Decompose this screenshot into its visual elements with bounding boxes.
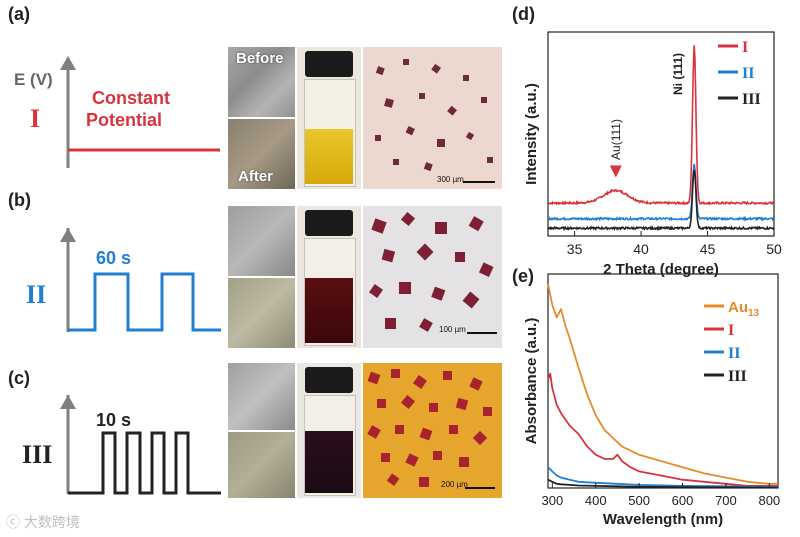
uv-series-I — [547, 372, 778, 487]
xtick-label-d-45: 45 — [700, 241, 716, 257]
micrograph-c: 200 µm — [363, 363, 502, 498]
uv-series-II — [547, 466, 778, 488]
micrograph-a-particles — [375, 59, 493, 172]
ylabel-e: Absorbance (a.u.) — [523, 318, 540, 445]
panel-label-a: (a) — [8, 4, 30, 24]
roman-II: II — [26, 280, 47, 309]
xtick-label-d-40: 40 — [633, 241, 649, 257]
panel-label-d: (d) — [512, 4, 535, 24]
annotation-ni111: Ni (111) — [671, 53, 685, 95]
vial-cap-c — [305, 367, 353, 393]
label-10s: 10 s — [96, 410, 132, 430]
xtick-label-d-50: 50 — [766, 241, 782, 257]
label-before: Before — [236, 50, 284, 67]
micrograph-b: 100 µm — [363, 206, 502, 348]
vial-cap-a — [305, 51, 353, 77]
watermark-logo-icon: ⓒ — [6, 514, 20, 530]
xrd-series-II — [547, 163, 775, 222]
scalebar-a — [463, 181, 495, 183]
xrd-series-III — [547, 170, 775, 232]
plot-frame-e — [547, 273, 779, 489]
label-potential: Potential — [86, 110, 163, 130]
arrowhead-b — [60, 228, 76, 242]
axis-label-e: E (V) — [14, 70, 53, 89]
micrograph-b-particles — [369, 211, 494, 332]
xtick-label-e-700: 700 — [715, 493, 737, 508]
panel-label-b: (b) — [8, 190, 31, 210]
micrograph-c-particles — [367, 369, 492, 487]
legend-text-d-I: I — [742, 39, 748, 56]
au-peak-marker — [609, 165, 622, 178]
arrowhead-c — [60, 395, 76, 409]
scale-text-a: 300 µm — [437, 175, 464, 184]
chart-xrd: 35 40 45 502 Theta (degree)Intensity (a.u.)… — [523, 31, 782, 278]
legend-text-d-III: III — [742, 91, 761, 108]
waveform-schematics — [60, 56, 221, 495]
watermark: ⓒ 大数跨境 — [6, 512, 80, 532]
panel-label-c: (c) — [8, 368, 30, 388]
legend-text-e-I: I — [728, 322, 734, 339]
annotation-au111: Au(111) — [609, 119, 623, 160]
photo-foil-before-c — [228, 363, 295, 430]
vial-a — [297, 47, 361, 189]
vial-b — [297, 206, 361, 348]
ylabel-d: Intensity (a.u.) — [523, 83, 540, 185]
xtick-label-d-35: 35 — [567, 241, 583, 257]
legend-text-d-II: II — [742, 65, 754, 82]
xtick-label-e-300: 300 — [541, 493, 563, 508]
scalebar-b — [467, 332, 497, 334]
watermark-text: 大数跨境 — [23, 514, 80, 530]
xrd-series-I — [547, 45, 775, 206]
vial-cap-b — [305, 210, 353, 236]
trace-pulse-10s — [68, 431, 221, 495]
photo-foil-after-a — [228, 119, 295, 189]
xtick-label-e-600: 600 — [672, 493, 694, 508]
photo-foil-before-b — [228, 206, 295, 276]
label-60s: 60 s — [96, 248, 132, 268]
vial-liquid-a — [305, 129, 353, 184]
xtick-label-e-500: 500 — [628, 493, 650, 508]
label-after: After — [238, 168, 274, 185]
vial-c — [297, 363, 361, 498]
scale-text-b: 100 µm — [439, 325, 466, 334]
legend-text-e-III: III — [728, 368, 747, 385]
plot-frame-d — [547, 31, 775, 237]
vial-liquid-b — [305, 278, 353, 343]
scalebar-c — [465, 487, 495, 489]
scale-text-c: 200 µm — [441, 480, 468, 489]
micrograph-a: 300 µm — [363, 47, 502, 189]
xtick-label-e-400: 400 — [585, 493, 607, 508]
xlabel-e: Wavelength (nm) — [603, 511, 723, 528]
panel-label-e: (e) — [512, 266, 534, 286]
photo-foil-after-c — [228, 432, 295, 498]
trace-pulse-60s — [68, 272, 221, 332]
legend-text-e-Au13: Au13 — [728, 299, 760, 319]
xtick-label-e-800: 800 — [758, 493, 780, 508]
photo-foil-after-b — [228, 278, 295, 348]
photo-foil-before-a — [228, 47, 295, 117]
roman-III: III — [22, 440, 53, 469]
legend-text-e-II: II — [728, 345, 740, 362]
uv-series-Au13 — [547, 284, 778, 485]
chart-uvvis: 300 400 500 600 700 800 Wavelength (nm) Absorba… — [523, 273, 780, 528]
arrowhead-a — [60, 56, 76, 70]
vial-liquid-c — [305, 431, 353, 493]
label-constant: Constant — [92, 88, 170, 108]
roman-I: I — [30, 104, 41, 133]
